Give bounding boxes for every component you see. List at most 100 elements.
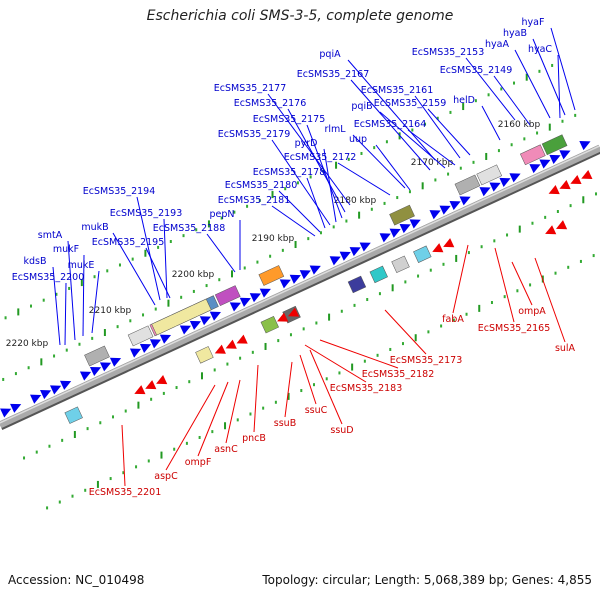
tick-mark	[295, 241, 297, 248]
tick-mark	[580, 260, 582, 263]
tick-mark	[417, 275, 419, 278]
leader-line	[207, 234, 235, 272]
tick-mark	[434, 178, 436, 181]
reverse-arrow	[568, 175, 581, 188]
forward-gene-label: EcSMS35_2175	[253, 114, 326, 125]
forward-gene-label: mukF	[53, 244, 79, 255]
forward-gene-label: mukB	[81, 222, 108, 233]
tick-mark	[269, 255, 271, 258]
tick-mark	[409, 190, 411, 193]
tick-mark	[244, 266, 246, 269]
tick-mark	[345, 220, 347, 223]
reverse-gene-label: EcSMS35_2183	[330, 383, 403, 394]
tick-mark	[449, 111, 451, 114]
forward-gene-label: EcSMS35_2195	[92, 237, 165, 248]
tick-mark	[500, 87, 502, 90]
tick-mark	[48, 445, 50, 448]
tick-mark	[555, 272, 557, 275]
forward-gene-label: pqiB	[351, 101, 372, 112]
forward-arrow	[360, 238, 373, 251]
tick-mark	[142, 313, 144, 316]
tick-mark	[125, 410, 127, 413]
gene-feature	[259, 265, 284, 285]
leader-line	[385, 310, 426, 354]
reverse-arrow	[132, 385, 145, 398]
reverse-gene-label: EcSMS35_2173	[390, 355, 463, 366]
tick-mark	[338, 371, 340, 374]
tick-mark	[106, 269, 108, 272]
tick-mark	[176, 386, 178, 389]
leader-line	[551, 28, 575, 110]
tick-mark	[392, 284, 394, 291]
tick-mark	[5, 316, 7, 319]
tick-label: 2160 kbp	[498, 120, 541, 130]
reverse-arrow	[441, 238, 454, 251]
tick-mark	[341, 310, 343, 313]
tick-mark	[531, 222, 533, 225]
tick-mark	[150, 398, 152, 401]
tick-mark	[265, 343, 267, 350]
tick-mark	[478, 305, 480, 312]
tick-mark	[373, 146, 375, 149]
tick-mark	[404, 280, 406, 283]
gene-feature	[348, 276, 366, 293]
leader-line	[376, 145, 410, 190]
tick-label: 2180 kbp	[334, 196, 377, 206]
tick-mark	[137, 402, 139, 409]
tick-mark	[129, 319, 131, 322]
tick-mark	[506, 233, 508, 236]
reverse-arrow	[554, 220, 567, 233]
tick-label: 2220 kbp	[6, 339, 49, 349]
tick-mark	[188, 380, 190, 383]
accession-label: Accession: NC_010498	[8, 573, 144, 587]
tick-mark	[23, 456, 25, 459]
tick-mark	[455, 255, 457, 262]
tick-mark	[536, 131, 538, 134]
tick-mark	[481, 245, 483, 248]
reverse-arrow	[543, 225, 556, 238]
reverse-gene-label: aspC	[154, 471, 178, 482]
tick-mark	[226, 363, 228, 366]
forward-arrow	[579, 137, 592, 150]
tick-mark	[415, 334, 417, 341]
gene-feature	[455, 175, 480, 195]
tick-label: 2190 kbp	[252, 234, 295, 244]
leader-line	[558, 55, 560, 118]
tick-mark	[94, 275, 96, 278]
tick-mark	[160, 452, 162, 459]
tick-mark	[567, 266, 569, 269]
tick-mark	[53, 354, 55, 357]
tick-mark	[364, 360, 366, 363]
leader-line	[92, 271, 99, 333]
tick-mark	[389, 348, 391, 351]
reverse-gene-label: EcSMS35_2182	[362, 369, 435, 380]
tick-mark	[488, 93, 490, 96]
tick-mark	[468, 251, 470, 254]
tick-mark	[40, 358, 42, 365]
tick-mark	[427, 330, 429, 333]
tick-mark	[551, 64, 553, 67]
forward-arrow	[110, 354, 123, 367]
gene-feature	[413, 246, 431, 263]
tick-mark	[460, 167, 462, 170]
tick-mark	[87, 427, 89, 430]
tick-mark	[59, 501, 61, 504]
tick-mark	[442, 263, 444, 266]
forward-arrow	[260, 284, 273, 297]
reverse-gene-label: ssuC	[305, 405, 328, 416]
tick-mark	[91, 337, 93, 340]
tick-mark	[61, 439, 63, 442]
forward-gene-label: EcSMS35_2181	[218, 195, 291, 206]
forward-gene-label: pyrD	[295, 138, 318, 149]
tick-label: 2200 kbp	[172, 270, 215, 280]
leader-line	[65, 283, 66, 345]
tick-mark	[570, 204, 572, 207]
forward-gene-label: EcSMS35_2194	[83, 186, 156, 197]
tick-mark	[475, 99, 477, 102]
forward-gene-label: hyaB	[503, 28, 527, 39]
tick-mark	[430, 269, 432, 272]
reverse-gene-label: ompF	[185, 457, 212, 468]
tick-mark	[119, 263, 121, 266]
tick-mark	[214, 368, 216, 371]
tick-mark	[307, 237, 309, 240]
